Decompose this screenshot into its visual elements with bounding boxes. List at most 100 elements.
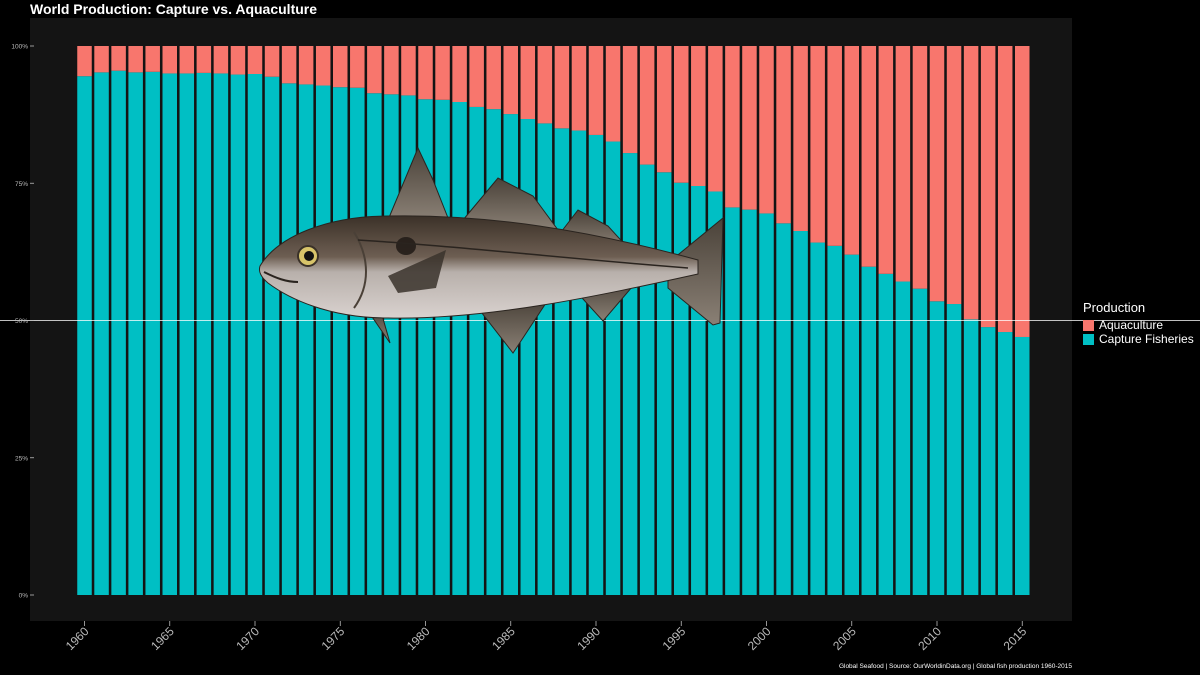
bar-aquaculture-2011 — [946, 46, 962, 305]
bar-capture-fisheries-1973 — [298, 84, 314, 596]
x-tick-label: 2010 — [915, 624, 944, 653]
bar-aquaculture-2001 — [776, 46, 791, 224]
bar-capture-fisheries-1978 — [384, 94, 399, 595]
bar-aquaculture-2003 — [810, 46, 825, 243]
x-tick-label: 1965 — [148, 624, 177, 653]
bar-aquaculture-1997 — [708, 46, 723, 192]
legend-swatch-aquaculture — [1083, 319, 1094, 331]
bar-layer — [77, 46, 1030, 596]
bar-aquaculture-1962 — [111, 46, 126, 71]
bar-aquaculture-1965 — [162, 46, 177, 74]
bar-capture-fisheries-1962 — [111, 70, 126, 595]
bar-aquaculture-2013 — [980, 46, 996, 328]
x-tick-label: 1960 — [63, 624, 92, 653]
bar-aquaculture-1968 — [213, 46, 229, 74]
bar-aquaculture-1975 — [333, 46, 348, 88]
bar-aquaculture-1971 — [264, 46, 280, 77]
bar-capture-fisheries-1960 — [77, 76, 92, 595]
chart-title: World Production: Capture vs. Aquacultur… — [30, 1, 318, 17]
bar-capture-fisheries-1995 — [674, 182, 689, 596]
legend: Production Aquaculture Capture Fisheries — [1083, 300, 1194, 346]
bar-capture-fisheries-2002 — [793, 231, 808, 595]
bar-capture-fisheries-1963 — [128, 72, 143, 596]
bar-capture-fisheries-1999 — [742, 209, 757, 596]
bar-capture-fisheries-1993 — [639, 164, 655, 596]
bar-aquaculture-2010 — [929, 46, 945, 302]
haddock-fish-icon — [259, 146, 724, 354]
bar-aquaculture-2000 — [759, 46, 774, 214]
x-tick-label: 2005 — [830, 624, 859, 653]
bar-aquaculture-2007 — [878, 46, 894, 274]
bar-capture-fisheries-1966 — [179, 73, 195, 595]
y-tick-label: 0% — [19, 593, 29, 600]
x-tick-label: 2000 — [745, 624, 774, 653]
bar-aquaculture-1979 — [401, 46, 416, 96]
bar-aquaculture-1978 — [384, 46, 399, 95]
bar-aquaculture-1974 — [315, 46, 331, 86]
bar-aquaculture-2002 — [793, 46, 808, 232]
bar-aquaculture-2004 — [827, 46, 842, 246]
bar-aquaculture-2006 — [861, 46, 877, 267]
bar-capture-fisheries-2000 — [759, 213, 774, 595]
bar-capture-fisheries-1971 — [264, 76, 280, 595]
bar-aquaculture-1998 — [725, 46, 740, 208]
bar-capture-fisheries-1967 — [196, 72, 212, 595]
x-tick-label: 1970 — [233, 624, 262, 653]
bar-aquaculture-1972 — [281, 46, 297, 84]
bar-aquaculture-1964 — [145, 46, 160, 72]
bar-aquaculture-1995 — [674, 46, 689, 183]
bar-capture-fisheries-1974 — [315, 85, 331, 595]
bar-capture-fisheries-2003 — [810, 242, 825, 596]
bar-capture-fisheries-1961 — [94, 72, 109, 596]
bar-aquaculture-1982 — [452, 46, 467, 102]
y-tick-label: 50% — [15, 318, 28, 325]
bar-aquaculture-1990 — [588, 46, 604, 135]
bar-capture-fisheries-1964 — [145, 71, 160, 596]
bar-aquaculture-2012 — [963, 46, 979, 320]
bar-aquaculture-1980 — [418, 46, 433, 100]
bar-capture-fisheries-1970 — [247, 73, 263, 595]
bar-aquaculture-1963 — [128, 46, 143, 73]
bar-aquaculture-1981 — [435, 46, 450, 100]
bar-aquaculture-1970 — [247, 46, 263, 74]
bar-aquaculture-1994 — [656, 46, 672, 173]
bar-aquaculture-1991 — [605, 46, 621, 142]
bar-capture-fisheries-1975 — [333, 87, 348, 596]
bar-aquaculture-1976 — [350, 46, 365, 88]
bar-capture-fisheries-1981 — [435, 99, 450, 595]
bar-aquaculture-1986 — [520, 46, 536, 120]
bar-capture-fisheries-2005 — [844, 254, 859, 595]
bar-capture-fisheries-2014 — [997, 332, 1013, 595]
bar-capture-fisheries-1965 — [162, 73, 177, 595]
y-tick-label: 75% — [15, 181, 28, 188]
x-tick-label: 1975 — [319, 624, 348, 653]
bar-aquaculture-2014 — [997, 46, 1013, 333]
bar-aquaculture-2005 — [844, 46, 859, 255]
bar-capture-fisheries-2013 — [980, 327, 996, 595]
bar-aquaculture-1984 — [486, 46, 501, 110]
bar-aquaculture-2008 — [895, 46, 911, 282]
bar-capture-fisheries-1983 — [469, 106, 484, 596]
chart-caption: Global Seafood | Source: OurWorldinData.… — [838, 663, 1072, 670]
bar-capture-fisheries-2008 — [895, 281, 911, 595]
y-tick-label: 25% — [15, 455, 28, 462]
bar-aquaculture-1985 — [503, 46, 518, 115]
legend-title: Production — [1083, 300, 1146, 315]
bar-capture-fisheries-1982 — [452, 101, 467, 596]
legend-label-capture-fisheries: Capture Fisheries — [1099, 332, 1194, 346]
x-tick-label: 2015 — [1001, 624, 1030, 653]
bar-capture-fisheries-2011 — [946, 304, 962, 595]
bar-capture-fisheries-1987 — [537, 123, 553, 595]
bar-capture-fisheries-2012 — [963, 319, 979, 595]
bar-aquaculture-1987 — [537, 46, 553, 124]
bar-aquaculture-2009 — [912, 46, 928, 289]
bar-capture-fisheries-2007 — [878, 273, 894, 595]
bar-capture-fisheries-2015 — [1015, 336, 1030, 595]
bar-aquaculture-1967 — [196, 46, 212, 73]
bar-capture-fisheries-2009 — [912, 288, 928, 595]
bar-aquaculture-1992 — [622, 46, 638, 154]
y-axis: 0% 25% 50% 75% 100% — [11, 44, 34, 600]
bar-capture-fisheries-2010 — [929, 301, 945, 595]
bar-aquaculture-2015 — [1015, 46, 1030, 337]
